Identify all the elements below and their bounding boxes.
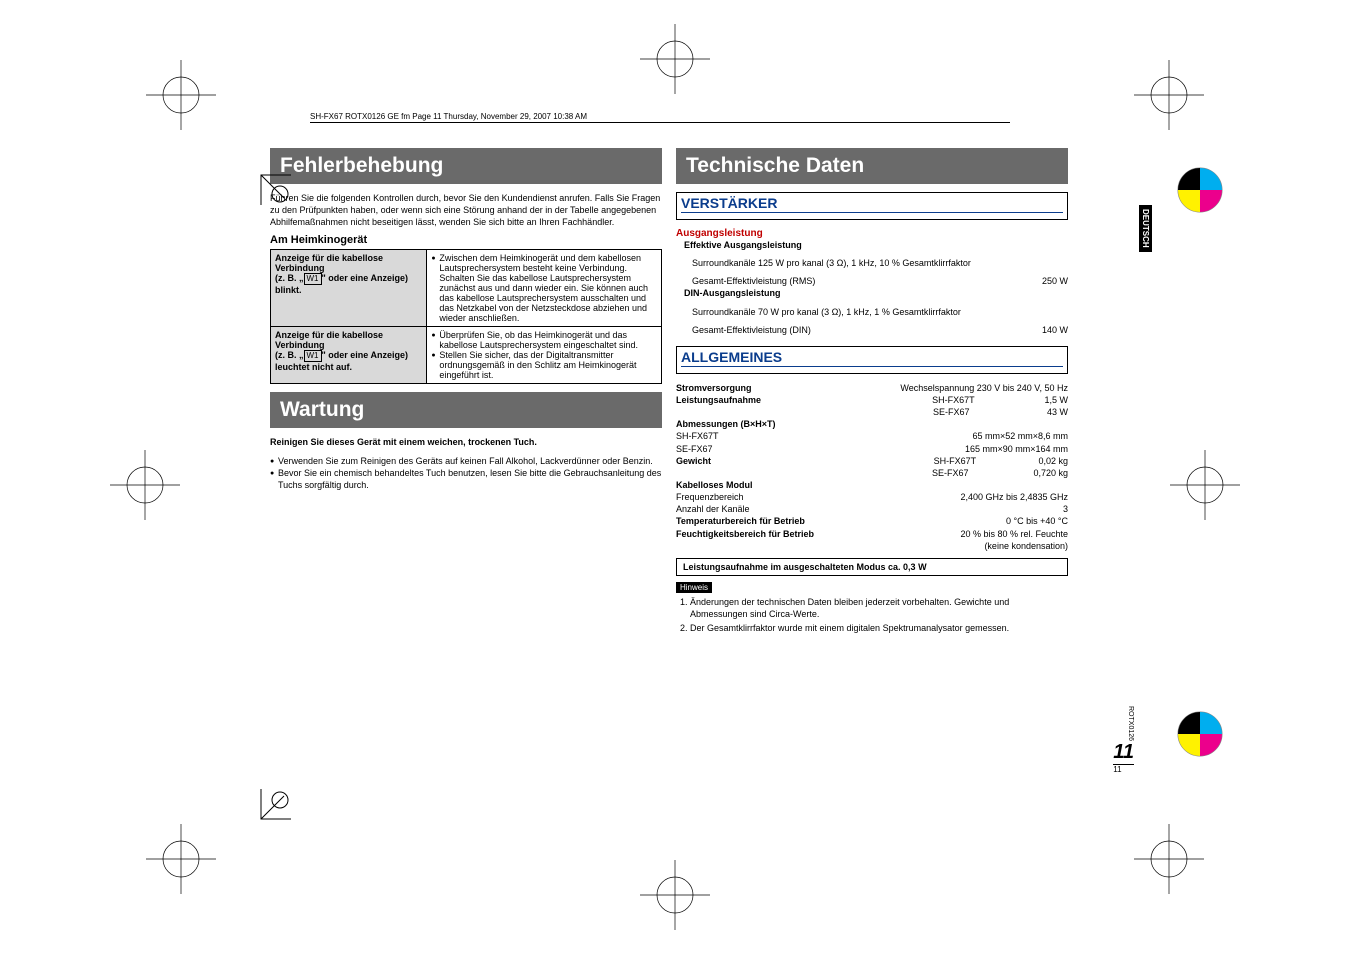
registration-mark — [1124, 50, 1214, 140]
section-fehlerbehebung: Fehlerbehebung — [270, 148, 662, 184]
table-row: Anzeige für die kabellose Verbindung (z.… — [271, 327, 662, 384]
spec-label: Frequenzbereich — [676, 491, 744, 503]
list-item: Der Gesamtklirrfaktor wurde mit einem di… — [690, 622, 1068, 634]
gen-box: ALLGEMEINES — [676, 346, 1068, 374]
spec-label: Gesamt-Effektivleistung (RMS) — [692, 275, 815, 287]
gen-rows: Stromversorgung Wechselspannung 230 V bis… — [676, 382, 1068, 552]
language-tab: DEUTSCH — [1139, 205, 1152, 252]
amp-title: VERSTÄRKER — [681, 195, 1063, 213]
registration-mark — [136, 814, 226, 904]
amp-line: Surroundkanäle 125 W pro kanal (3 Ω), 1 … — [676, 257, 1068, 269]
spec-label: Stromversorgung — [676, 382, 752, 394]
spec-label: Abmessungen (B×H×T) — [676, 418, 776, 430]
spec-value: 2,400 GHz bis 2,4835 GHz — [960, 491, 1068, 503]
remedy-item: Stellen Sie sicher, das der Digitaltrans… — [431, 350, 657, 380]
page-number-big: 11 — [1113, 741, 1134, 764]
spec-value: 65 mm×52 mm×8,6 mm — [972, 430, 1068, 442]
hinweis-label: Hinweis — [676, 582, 712, 593]
trouble-table: Anzeige für die kabellose Verbindung (z.… — [270, 249, 662, 384]
corner-mark-icon — [256, 170, 296, 210]
symptom-prefix: (z. B. „ — [275, 350, 304, 360]
registration-mark — [136, 50, 226, 140]
spec-label: Feuchtigkeitsbereich für Betrieb — [676, 528, 814, 540]
clean-list: Verwenden Sie zum Reinigen des Geräts au… — [270, 455, 662, 491]
spec-value: SH-FX67T 0,02 kg — [934, 455, 1068, 467]
trouble-symptom: Anzeige für die kabellose Verbindung (z.… — [271, 250, 427, 327]
amp-head: Ausgangsleistung — [676, 228, 1068, 239]
remedy-item: Zwischen dem Heimkinogerät und dem kabel… — [431, 253, 657, 323]
amp-din-head: DIN-Ausgangsleistung — [676, 287, 1068, 299]
registration-mark — [630, 850, 720, 940]
clean-heading: Reinigen Sie dieses Gerät mit einem weic… — [270, 436, 662, 448]
corner-mark-icon — [256, 784, 296, 824]
spec-label: Leistungsaufnahme — [676, 394, 761, 406]
power-box: Leistungsaufnahme im ausgeschalteten Mod… — [676, 558, 1068, 576]
gen-title: ALLGEMEINES — [681, 349, 1063, 367]
color-target-icon — [1170, 160, 1230, 220]
amp-box: VERSTÄRKER — [676, 192, 1068, 220]
spec-value: 3 — [1063, 503, 1068, 515]
color-target-icon — [1170, 704, 1230, 764]
spec-label: SH-FX67T — [676, 430, 719, 442]
footer-code: ROTX0126 — [1127, 706, 1134, 741]
key-label: W1 — [304, 350, 322, 362]
registration-mark — [1160, 440, 1250, 530]
key-label: W1 — [304, 273, 322, 285]
header-strip: SH-FX67 ROTX0126 GE fm Page 11 Thursday,… — [310, 112, 1010, 123]
spec-value: SE-FX67 0,720 kg — [932, 467, 1068, 479]
spec-label: SE-FX67 — [676, 443, 713, 455]
symptom-line: Anzeige für die kabellose Verbindung — [275, 330, 383, 350]
section-wartung: Wartung — [270, 392, 662, 428]
spec-value: Wechselspannung 230 V bis 240 V, 50 Hz — [900, 382, 1068, 394]
subhead-heimkino: Am Heimkinogerät — [270, 234, 662, 246]
spec-value: 250 W — [1042, 275, 1068, 287]
spec-label: Gewicht — [676, 455, 711, 467]
right-column: Technische Daten VERSTÄRKER Ausgangsleis… — [676, 148, 1068, 636]
page-number-small: 11 — [1113, 764, 1134, 774]
list-item: Änderungen der technischen Daten bleiben… — [690, 596, 1068, 620]
page-content: Fehlerbehebung Führen Sie die folgenden … — [270, 148, 1070, 636]
remedy-item: Überprüfen Sie, ob das Heimkinogerät und… — [431, 330, 657, 350]
left-column: Fehlerbehebung Führen Sie die folgenden … — [270, 148, 662, 636]
amp-line: Surroundkanäle 70 W pro kanal (3 Ω), 1 k… — [676, 306, 1068, 318]
spec-value: 140 W — [1042, 324, 1068, 336]
trouble-remedy: Überprüfen Sie, ob das Heimkinogerät und… — [427, 327, 662, 384]
page-footer: ROTX0126 11 11 — [1113, 706, 1134, 774]
intro-text: Führen Sie die folgenden Kontrollen durc… — [270, 192, 662, 228]
amp-eff-head: Effektive Ausgangsleistung — [676, 239, 1068, 251]
spec-value: 0 °C bis +40 °C — [1006, 515, 1068, 527]
spec-value: SE-FX67 43 W — [933, 406, 1068, 418]
trouble-remedy: Zwischen dem Heimkinogerät und dem kabel… — [427, 250, 662, 327]
spec-label: Gesamt-Effektivleistung (DIN) — [692, 324, 811, 336]
list-item: Verwenden Sie zum Reinigen des Geräts au… — [270, 455, 662, 467]
spec-value: (keine kondensation) — [984, 540, 1068, 552]
registration-mark — [100, 440, 190, 530]
list-item: Bevor Sie ein chemisch behandeltes Tuch … — [270, 467, 662, 491]
spec-value: 165 mm×90 mm×164 mm — [965, 443, 1068, 455]
symptom-line: Anzeige für die kabellose Verbindung — [275, 253, 383, 273]
notes-list: Änderungen der technischen Daten bleiben… — [676, 596, 1068, 634]
registration-mark — [630, 14, 720, 104]
spec-label: Temperaturbereich für Betrieb — [676, 515, 805, 527]
symptom-prefix: (z. B. „ — [275, 273, 304, 283]
spec-label: Anzahl der Kanäle — [676, 503, 750, 515]
spec-label: Kabelloses Modul — [676, 479, 753, 491]
section-technische: Technische Daten — [676, 148, 1068, 184]
spec-value: 20 % bis 80 % rel. Feuchte — [960, 528, 1068, 540]
table-row: Anzeige für die kabellose Verbindung (z.… — [271, 250, 662, 327]
spec-value: SH-FX67T 1,5 W — [932, 394, 1068, 406]
registration-mark — [1124, 814, 1214, 904]
trouble-symptom: Anzeige für die kabellose Verbindung (z.… — [271, 327, 427, 384]
